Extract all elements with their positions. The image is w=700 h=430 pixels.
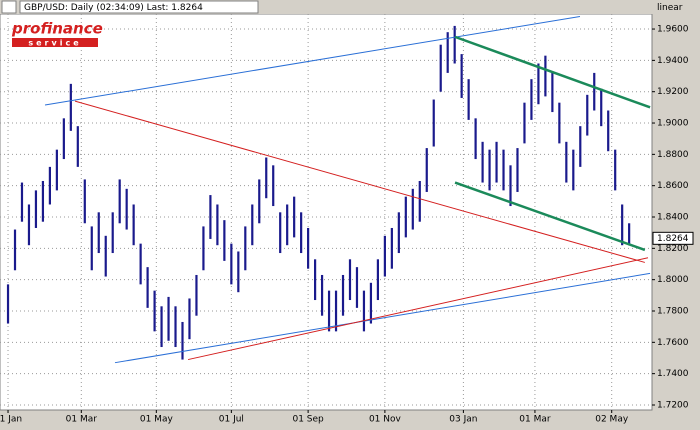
- trendline: [454, 35, 651, 109]
- y-tick-label: 1.8800: [657, 150, 689, 160]
- trendline: [187, 257, 649, 361]
- x-tick-label: 02 May: [595, 415, 629, 425]
- y-tick-label: 1.8000: [657, 275, 689, 285]
- trendline: [114, 272, 651, 364]
- chart-title: GBP/USD: Daily (02:34:09) Last: 1.8264: [24, 3, 203, 13]
- x-tick-label: 01 May: [140, 415, 174, 425]
- y-tick-label: 1.8200: [657, 244, 689, 254]
- x-tick-label: 01 Jan: [0, 415, 22, 425]
- y-tick-label: 1.7200: [657, 400, 689, 410]
- x-tick-label: 03 Jan: [449, 415, 477, 425]
- x-tick-label: 01 Mar: [519, 415, 551, 425]
- y-tick-label: 1.9600: [657, 25, 689, 35]
- logo-band: [12, 38, 98, 47]
- title-box: [19, 0, 259, 14]
- menu-button[interactable]: [1, 0, 17, 14]
- y-tick-label: 1.9000: [657, 119, 689, 129]
- x-tick-label: 01 Mar: [66, 415, 98, 425]
- plot-area: [0, 13, 653, 411]
- scale-label: linear: [657, 3, 683, 13]
- trendline: [454, 181, 646, 252]
- y-tick-label: 1.9400: [657, 56, 689, 66]
- trendline: [74, 100, 645, 263]
- y-tick-label: 1.7600: [657, 338, 689, 348]
- trendline: [44, 16, 581, 106]
- last-price-label: 1.8264: [657, 234, 689, 244]
- x-tick-label: 01 Sep: [292, 415, 324, 425]
- logo-top: profinance: [11, 20, 103, 38]
- y-tick-label: 1.8600: [657, 181, 689, 191]
- y-tick-label: 1.8400: [657, 213, 689, 223]
- logo-bottom: service: [28, 39, 81, 48]
- x-tick-label: 01 Jul: [219, 415, 244, 425]
- y-tick-label: 1.7400: [657, 369, 689, 379]
- y-tick-label: 1.9200: [657, 87, 689, 97]
- logo: profinance service: [11, 20, 103, 48]
- last-price-box: [652, 231, 694, 245]
- y-tick-label: 1.7800: [657, 307, 689, 317]
- x-tick-label: 01 Nov: [369, 415, 402, 425]
